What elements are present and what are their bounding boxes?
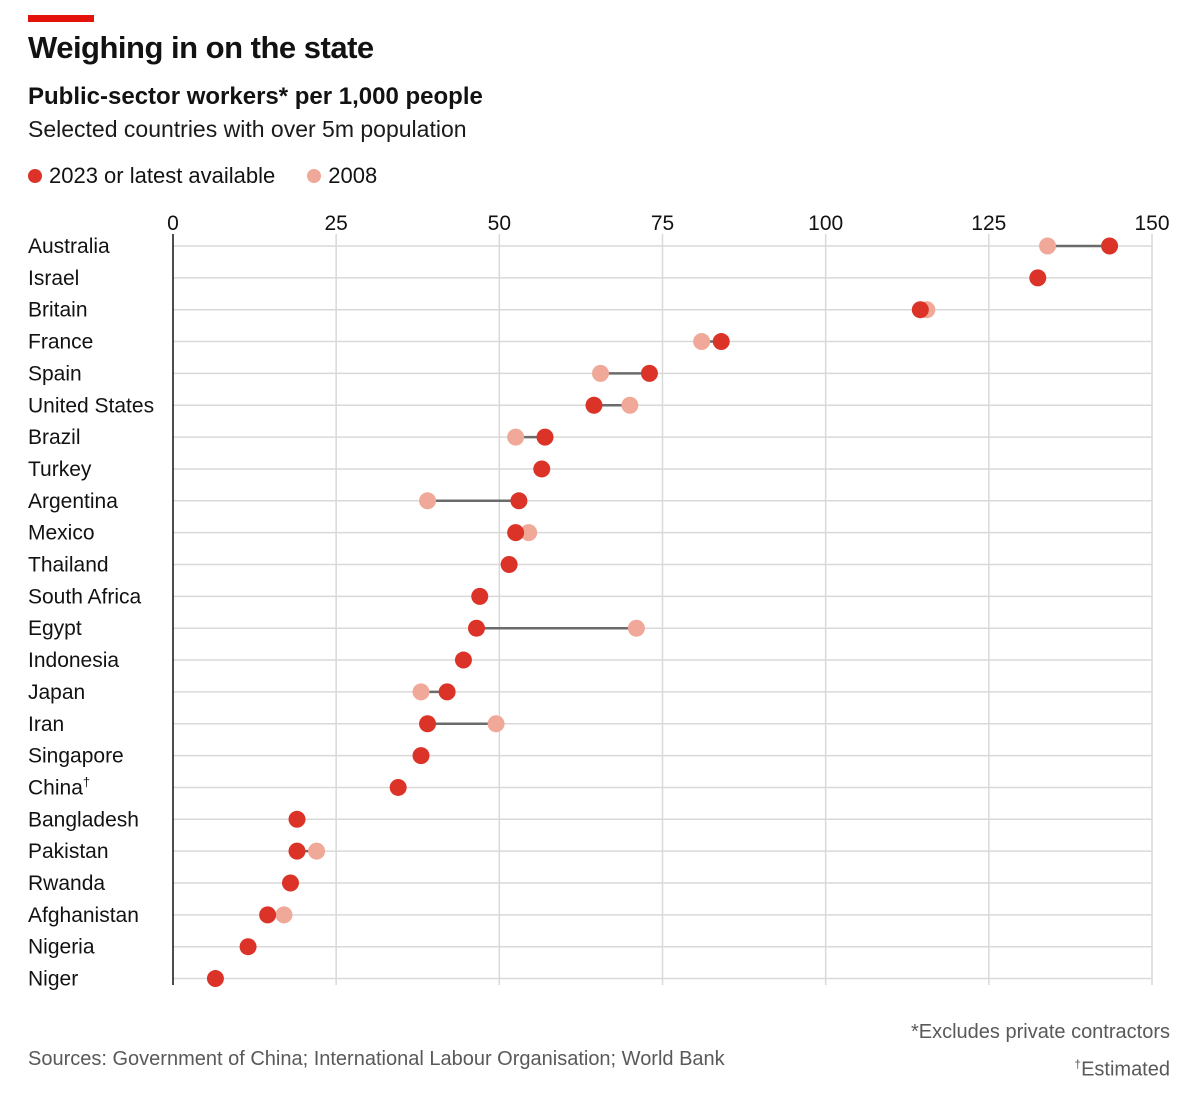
point-latest	[259, 906, 277, 924]
footnote-estimated-text: Estimated	[1081, 1058, 1170, 1081]
point-latest	[585, 396, 603, 414]
point-2008	[308, 842, 326, 860]
footnote-contractors: *Excludes private contractors	[910, 1021, 1170, 1043]
country-label: Bangladesh	[28, 808, 139, 831]
country-label: Britain	[28, 299, 88, 322]
legend-dot-latest	[28, 169, 42, 183]
country-label: Indonesia	[28, 649, 119, 672]
x-tick-label: 100	[808, 212, 843, 235]
point-latest	[533, 460, 551, 478]
point-latest	[288, 810, 306, 828]
point-2008	[412, 683, 430, 701]
chart-subtitle: Public-sector workers* per 1,000 people	[28, 83, 483, 110]
country-label: Argentina	[28, 490, 118, 513]
point-latest	[412, 747, 430, 765]
point-2008	[627, 619, 645, 637]
point-latest	[1101, 237, 1119, 255]
point-2008	[591, 364, 609, 382]
point-latest	[911, 301, 929, 319]
country-label: Iran	[28, 713, 64, 736]
legend-dot-2008	[307, 169, 322, 183]
point-latest	[712, 333, 730, 351]
footnote-dagger: †	[1074, 1057, 1082, 1071]
country-label: Spain	[28, 362, 82, 385]
sources: Sources: Government of China; Internatio…	[28, 1048, 725, 1070]
point-2008	[487, 715, 505, 733]
x-tick-label: 125	[971, 212, 1006, 235]
country-label: Thailand	[28, 554, 109, 577]
point-latest	[510, 492, 528, 510]
point-latest	[281, 874, 299, 892]
legend-label-2008: 2008	[328, 163, 378, 188]
footnote-estimated: †Estimated	[911, 1048, 1170, 1086]
legend-label-latest: 2023 or latest available	[49, 163, 276, 188]
point-2008	[621, 396, 639, 414]
country-label: South Africa	[28, 585, 142, 608]
x-tick-label: 50	[488, 212, 511, 235]
point-latest	[419, 715, 437, 733]
point-latest	[206, 970, 224, 988]
point-latest	[438, 683, 456, 701]
country-label: Rwanda	[28, 872, 105, 895]
x-tick-label: 25	[324, 212, 347, 235]
country-label: United States	[28, 394, 154, 417]
legend: 2023 or latest available 2008	[28, 163, 409, 189]
point-latest	[536, 428, 554, 446]
point-latest	[471, 587, 489, 605]
x-tick-label: 150	[1134, 212, 1169, 235]
country-label: Afghanistan	[28, 904, 139, 927]
country-label: Singapore	[28, 745, 124, 768]
point-latest	[288, 842, 306, 860]
legend-item-2008: 2008	[307, 163, 377, 189]
chart-title: Weighing in on the state	[28, 30, 374, 65]
country-label: Nigeria	[28, 936, 95, 959]
point-2008	[419, 492, 437, 510]
point-latest	[467, 619, 485, 637]
country-label: Turkey	[28, 458, 92, 481]
point-latest	[640, 364, 658, 382]
x-tick-label: 75	[651, 212, 674, 235]
country-label: Australia	[28, 235, 110, 258]
point-latest	[454, 651, 472, 669]
point-2008	[520, 524, 538, 542]
point-2008	[1039, 237, 1057, 255]
country-label: Pakistan	[28, 840, 109, 863]
country-label: Egypt	[28, 617, 82, 640]
point-latest	[239, 938, 257, 956]
dot-plot-chart: 0 25 50 75 100 125 150 Australia Israel Britain Fr…	[28, 212, 1170, 991]
country-label: France	[28, 331, 93, 354]
legend-item-latest: 2023 or latest available	[28, 163, 275, 189]
country-label: China†	[28, 774, 90, 799]
country-label: Niger	[28, 968, 78, 991]
country-label: Brazil	[28, 426, 81, 449]
country-label-mark: †	[83, 774, 90, 789]
point-2008	[693, 333, 711, 351]
point-2008	[275, 906, 293, 924]
country-label: Israel	[28, 267, 79, 290]
chart-subtitle-secondary: Selected countries with over 5m populati…	[28, 116, 467, 142]
country-label: Japan	[28, 681, 85, 704]
point-latest	[507, 524, 525, 542]
country-label: Mexico	[28, 522, 95, 545]
x-tick-label: 0	[167, 212, 179, 235]
footnotes: *Excludes private contractors †Estimated	[911, 1016, 1170, 1086]
point-latest	[389, 778, 407, 796]
point-latest	[1029, 269, 1047, 287]
point-latest	[500, 556, 518, 573]
brand-accent-bar	[28, 15, 94, 22]
point-2008	[507, 428, 525, 446]
